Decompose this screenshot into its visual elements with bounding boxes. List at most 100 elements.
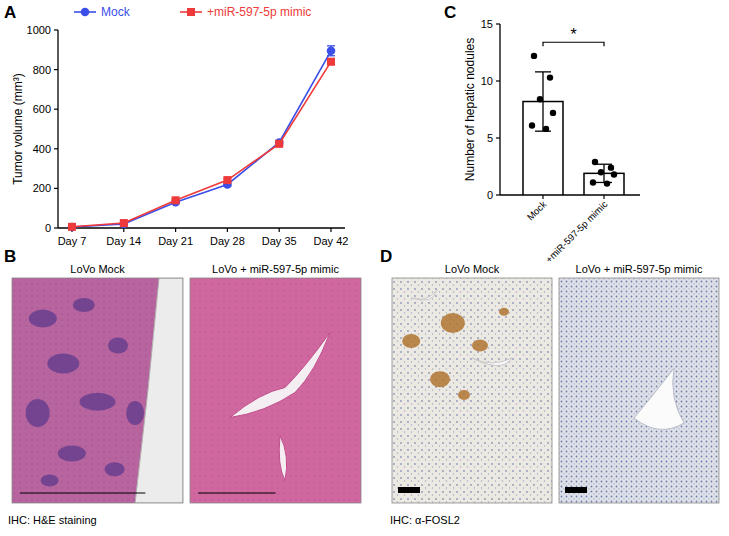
x-tick-label: Day 28 [210, 235, 245, 247]
tissue-texture [12, 278, 183, 503]
point [611, 171, 617, 177]
point [598, 169, 604, 175]
legend-marker [187, 8, 195, 16]
y-tick [496, 194, 500, 195]
scale-bar [198, 493, 276, 494]
tissue [190, 278, 361, 503]
x-tick-label: +miR-597-5p mimic [543, 198, 609, 264]
y-tick-label: 10 [481, 75, 493, 87]
marker [120, 219, 128, 227]
stained-nodule [472, 340, 488, 352]
point [608, 164, 614, 170]
y-tick-label: 0 [487, 189, 493, 201]
panel-label: D [380, 247, 392, 266]
y-tick [54, 29, 58, 30]
marker [68, 223, 77, 232]
scale-bar [565, 487, 587, 493]
legend-text: +miR-597-5p mimic [207, 5, 311, 19]
chart-c: C051015Number of hepatic nodulesMock+miR… [444, 3, 640, 265]
vessel [412, 290, 437, 300]
micrograph-content [392, 278, 552, 503]
error-bar [535, 72, 551, 131]
micrograph-frame [559, 278, 719, 503]
series-line [72, 62, 331, 227]
error-stem [542, 72, 543, 131]
x-tick-label: Day 35 [262, 235, 297, 247]
marker [68, 223, 76, 231]
y-tick [54, 188, 58, 189]
y-tick-label: 15 [481, 18, 493, 30]
tissue-texture [559, 278, 719, 503]
micrograph [190, 278, 361, 503]
micrograph-content [12, 278, 183, 503]
x-tick [227, 228, 228, 232]
point [543, 126, 549, 132]
panel-label: B [4, 247, 16, 266]
x-tick [603, 195, 604, 199]
panel-label: A [4, 3, 16, 22]
micrograph-frame [12, 278, 183, 503]
x-tick-label: Day 7 [58, 235, 87, 247]
nodule [80, 393, 116, 411]
y-axis-label: Number of hepatic nodules [463, 38, 477, 181]
micrograph [392, 278, 552, 503]
y-axis-label: Tumor volume (mm³) [11, 73, 25, 185]
x-tick [123, 228, 124, 232]
y-tick [54, 69, 58, 70]
y-tick [54, 227, 58, 228]
y-tick-label: 600 [33, 103, 51, 115]
error-bar [327, 46, 335, 56]
caption: LoVo + miR-597-5p mimic [212, 263, 339, 275]
figure: A02004006008001000Day 7Day 14Day 21Day 2… [0, 0, 729, 536]
micrograph-content [559, 278, 719, 503]
y-tick-label: 0 [45, 222, 51, 234]
plot-area [523, 53, 624, 195]
nodule [126, 401, 144, 425]
marker [172, 196, 180, 204]
error-cap [535, 71, 551, 72]
point [592, 159, 598, 165]
y-tick-label: 400 [33, 143, 51, 155]
nodule [29, 310, 57, 328]
y-tick [54, 148, 58, 149]
y-tick [496, 23, 500, 24]
legend-text: Mock [101, 5, 131, 19]
y-tick-label: 5 [487, 132, 493, 144]
stained-nodule [458, 390, 470, 400]
micrograph-frame [392, 278, 552, 503]
marker [327, 58, 335, 66]
y-tick-label: 800 [33, 64, 51, 76]
error-cap [327, 55, 335, 56]
vessel [634, 368, 684, 429]
tissue-texture [190, 278, 361, 503]
vessel [472, 358, 512, 366]
stained-nodule [441, 313, 465, 333]
x-tick [330, 228, 331, 232]
chart-a: A02004006008001000Day 7Day 14Day 21Day 2… [4, 3, 348, 247]
point [531, 53, 537, 59]
scale-bar [398, 487, 420, 493]
y-tick [496, 137, 500, 138]
vessel [279, 436, 286, 481]
marker [223, 176, 231, 184]
nodule [47, 354, 79, 374]
micrograph-content [190, 278, 361, 503]
point [604, 180, 610, 186]
caption: LoVo Mock [70, 263, 125, 275]
caption: LoVo + miR-597-5p mimic [576, 263, 703, 275]
error-cap [596, 164, 612, 165]
micrograph-frame [190, 278, 361, 503]
x-tick-label: Mock [525, 198, 549, 222]
point [537, 96, 543, 102]
y-tick [496, 80, 500, 81]
tissue [12, 278, 183, 503]
series-line [72, 51, 331, 227]
point [590, 179, 596, 185]
x-tick-label: Day 14 [106, 235, 141, 247]
x-tick-label: Day 42 [314, 235, 349, 247]
annotation: * [570, 26, 576, 43]
nodule [73, 298, 95, 312]
marker [327, 46, 336, 55]
x-tick [542, 195, 543, 199]
point [550, 110, 556, 116]
